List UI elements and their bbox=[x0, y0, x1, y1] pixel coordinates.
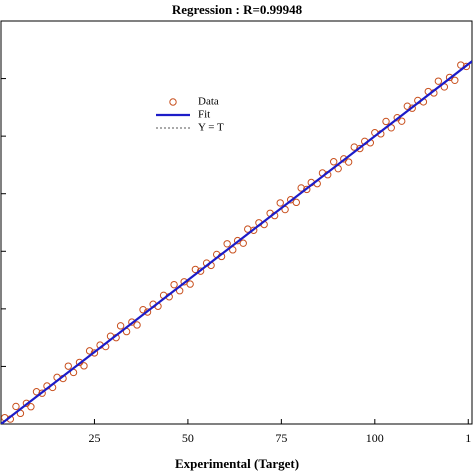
data-point bbox=[434, 77, 443, 85]
data-point bbox=[170, 280, 178, 289]
x-tick-label: 1 bbox=[465, 431, 471, 445]
x-axis-label: Experimental (Target) bbox=[175, 456, 299, 471]
data-point bbox=[344, 158, 353, 166]
chart-title: Regression : R=0.99948 bbox=[172, 2, 303, 17]
data-point bbox=[462, 62, 471, 71]
data-point bbox=[356, 144, 364, 153]
x-tick-label: 50 bbox=[182, 431, 194, 445]
data-point bbox=[186, 280, 194, 288]
data-point bbox=[116, 322, 125, 330]
data-point bbox=[329, 158, 338, 166]
data-point bbox=[12, 402, 20, 411]
x-tick-label: 75 bbox=[275, 431, 287, 445]
data-point bbox=[64, 362, 72, 370]
data-point bbox=[403, 102, 412, 110]
legend-label: Fit bbox=[198, 109, 210, 121]
data-point bbox=[133, 321, 141, 329]
data-point bbox=[451, 76, 459, 84]
data-point bbox=[239, 239, 247, 247]
data-point bbox=[80, 362, 88, 370]
data-point bbox=[276, 199, 284, 207]
data-point bbox=[408, 104, 416, 112]
data-point bbox=[191, 265, 200, 274]
data-point bbox=[457, 61, 465, 69]
legend-marker bbox=[169, 98, 177, 106]
legend-label: Y = T bbox=[198, 122, 224, 134]
data-point bbox=[90, 349, 99, 357]
data-point bbox=[249, 226, 258, 234]
plot-layer bbox=[1, 60, 472, 424]
fit-line bbox=[1, 60, 472, 424]
data-point bbox=[38, 389, 46, 397]
data-point bbox=[223, 240, 231, 248]
data-point bbox=[143, 308, 152, 316]
data-point bbox=[85, 347, 94, 355]
data-point bbox=[196, 267, 205, 275]
data-point bbox=[382, 117, 390, 126]
data-point bbox=[350, 143, 358, 151]
x-tick-label: 100 bbox=[366, 431, 384, 445]
legend-label: Data bbox=[198, 96, 219, 108]
plot-frame bbox=[0, 20, 473, 425]
data-point bbox=[139, 306, 147, 314]
data-point bbox=[398, 117, 406, 125]
data-point bbox=[27, 403, 35, 411]
x-tick-label: 25 bbox=[88, 431, 100, 445]
data-point bbox=[303, 185, 311, 194]
data-point bbox=[297, 184, 305, 192]
data-point bbox=[32, 388, 41, 396]
data-point bbox=[292, 198, 301, 207]
